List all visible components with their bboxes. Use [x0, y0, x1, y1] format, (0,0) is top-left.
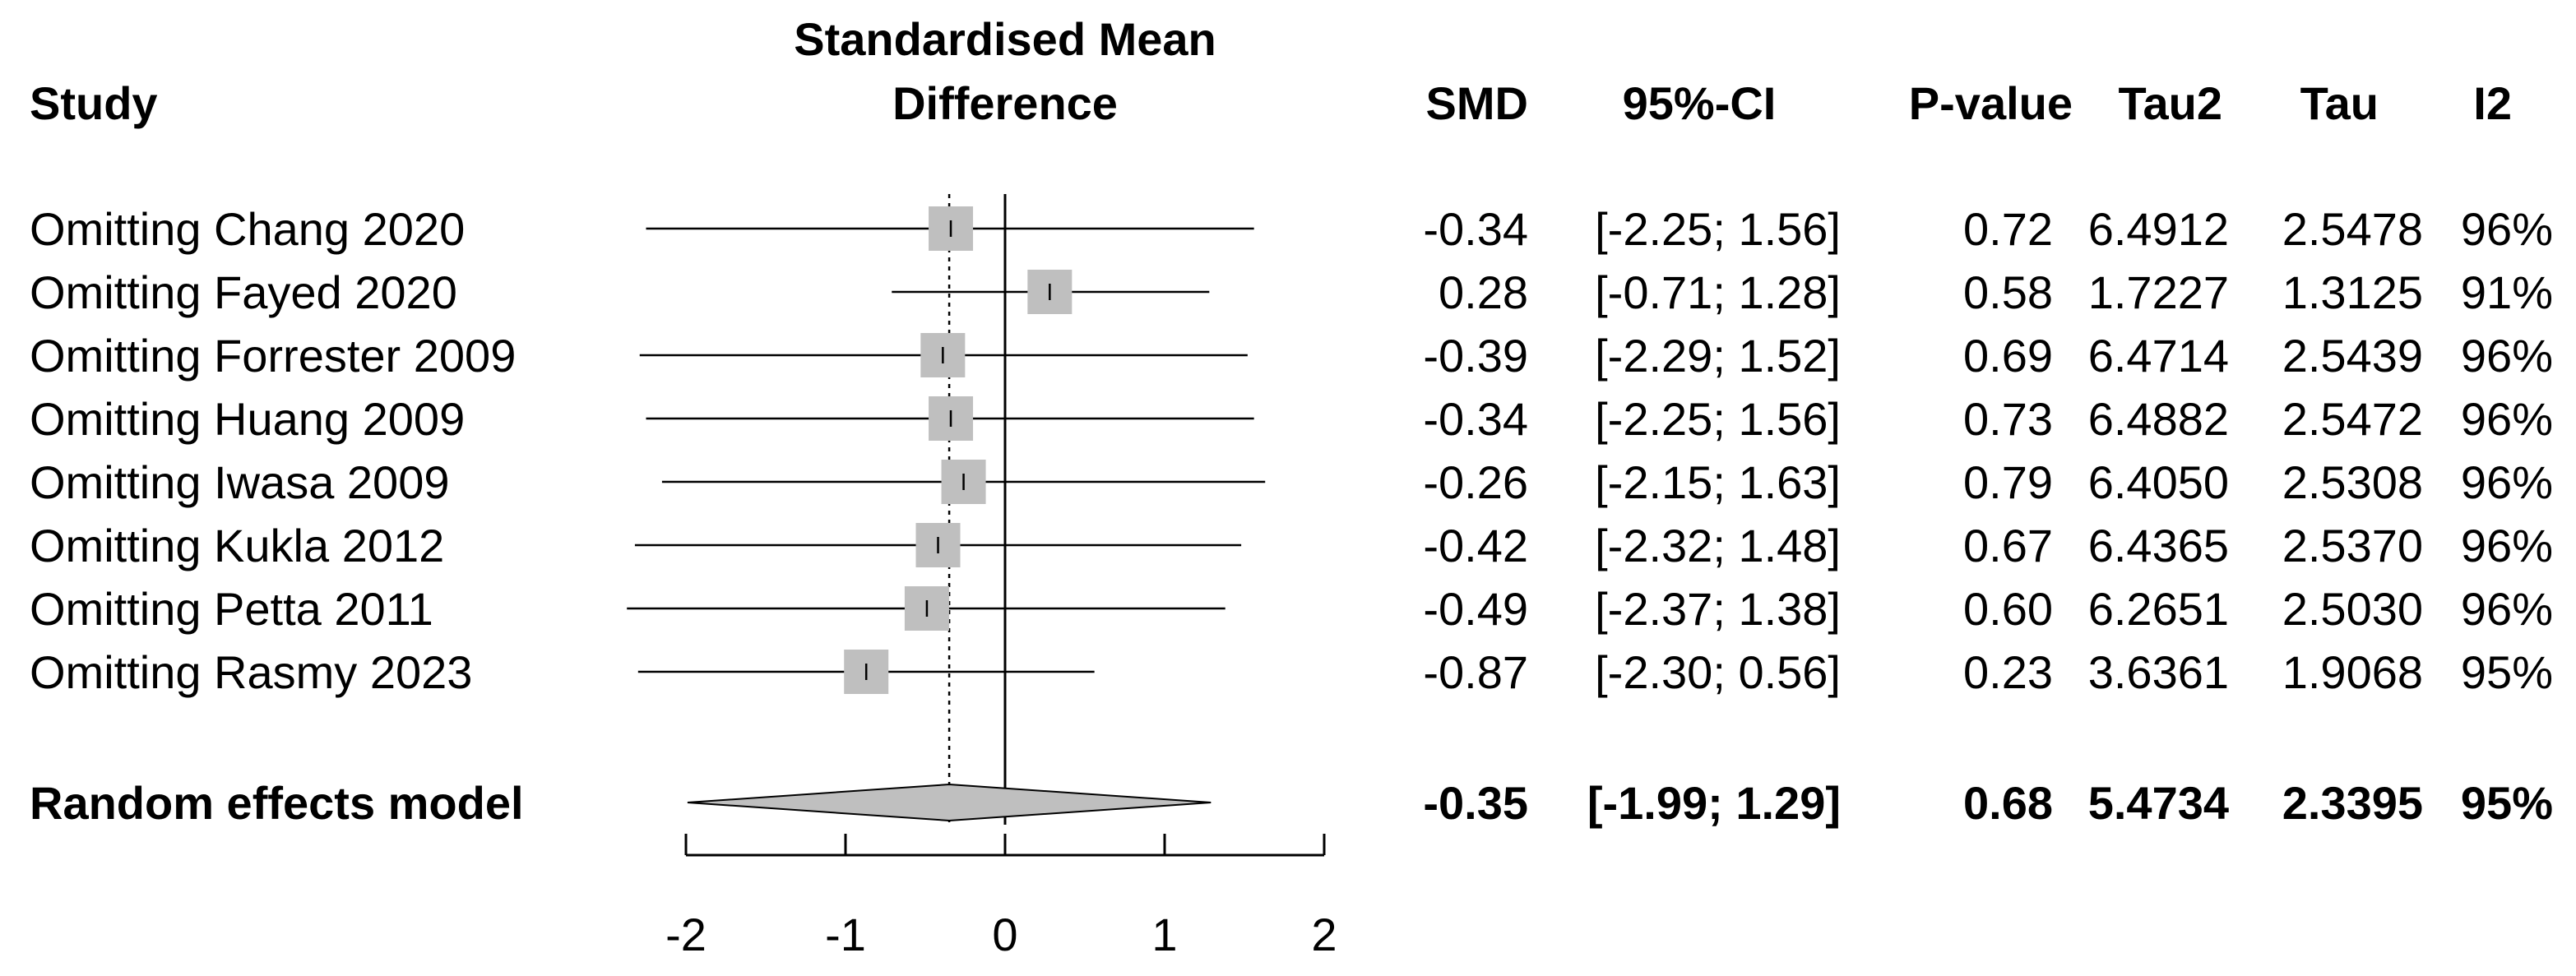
study-label: Omitting Fayed 2020 — [30, 266, 457, 318]
smd-value: -0.39 — [1423, 330, 1528, 382]
ci-value: [-2.30; 0.56] — [1595, 646, 1841, 698]
header-tau: Tau — [2300, 77, 2379, 129]
ci-value: [-2.37; 1.38] — [1595, 583, 1841, 635]
smd-value: 0.28 — [1439, 266, 1528, 318]
tau2-value: 6.4050 — [2088, 456, 2229, 508]
pooled-tau2-value: 5.4734 — [2088, 777, 2229, 829]
i2-value: 95% — [2461, 646, 2553, 698]
study-label: Omitting Forrester 2009 — [30, 330, 516, 382]
plot-area — [627, 194, 1266, 825]
header-smd: SMD — [1426, 77, 1528, 129]
x-tick-label: 2 — [1311, 909, 1337, 960]
i2-value: 96% — [2461, 583, 2553, 635]
i2-value: 96% — [2461, 456, 2553, 508]
pooled-label: Random effects model — [30, 777, 524, 829]
p-value: 0.60 — [1963, 583, 2053, 635]
header-i2: I2 — [2473, 77, 2512, 129]
ci-value: [-2.32; 1.48] — [1595, 520, 1841, 571]
x-tick-label: -1 — [825, 909, 866, 960]
ci-value: [-2.25; 1.56] — [1595, 203, 1841, 255]
tau-value: 2.5478 — [2282, 203, 2423, 255]
pooled-i2-value: 95% — [2461, 777, 2553, 829]
pooled-p-value: 0.68 — [1963, 777, 2053, 829]
smd-value: -0.26 — [1423, 456, 1528, 508]
i2-value: 96% — [2461, 203, 2553, 255]
smd-value: -0.34 — [1423, 203, 1528, 255]
x-axis: -2 -1 0 1 2 — [665, 834, 1337, 960]
header-ci: 95%-CI — [1623, 77, 1777, 129]
tau2-value: 6.4912 — [2088, 203, 2229, 255]
p-value: 0.67 — [1963, 520, 2053, 571]
i2-value: 96% — [2461, 520, 2553, 571]
tau-value: 2.5370 — [2282, 520, 2423, 571]
tau2-value: 6.4365 — [2088, 520, 2229, 571]
header-plot-line1: Standardised Mean — [794, 13, 1216, 65]
tau2-value: 6.2651 — [2088, 583, 2229, 635]
pooled-tau-value: 2.3395 — [2282, 777, 2423, 829]
smd-value: -0.42 — [1423, 520, 1528, 571]
i2-value: 91% — [2461, 266, 2553, 318]
tau-value: 2.5472 — [2282, 393, 2423, 445]
tau-value: 1.3125 — [2282, 266, 2423, 318]
tau2-value: 1.7227 — [2088, 266, 2229, 318]
p-value: 0.79 — [1963, 456, 2053, 508]
ci-value: [-0.71; 1.28] — [1595, 266, 1841, 318]
tau-value: 1.9068 — [2282, 646, 2423, 698]
pooled-ci-value: [-1.99; 1.29] — [1587, 777, 1841, 829]
header-tau2: Tau2 — [2118, 77, 2222, 129]
pooled-smd-value: -0.35 — [1423, 777, 1528, 829]
i2-value: 96% — [2461, 330, 2553, 382]
tau2-value: 6.4882 — [2088, 393, 2229, 445]
ci-value: [-2.15; 1.63] — [1595, 456, 1841, 508]
header-plot-line2: Difference — [892, 77, 1118, 129]
p-value: 0.73 — [1963, 393, 2053, 445]
x-tick-label: 1 — [1151, 909, 1177, 960]
tau-value: 2.5439 — [2282, 330, 2423, 382]
smd-value: -0.49 — [1423, 583, 1528, 635]
p-value: 0.58 — [1963, 266, 2053, 318]
p-value: 0.72 — [1963, 203, 2053, 255]
study-label: Omitting Chang 2020 — [30, 203, 465, 255]
x-tick-label: 0 — [992, 909, 1017, 960]
header-pvalue: P-value — [1909, 77, 2073, 129]
smd-value: -0.87 — [1423, 646, 1528, 698]
tau-value: 2.5030 — [2282, 583, 2423, 635]
x-tick-label: -2 — [665, 909, 707, 960]
results-table: Omitting Chang 2020 -0.34 [-2.25; 1.56] 0.7… — [30, 203, 2553, 829]
p-value: 0.23 — [1963, 646, 2053, 698]
smd-value: -0.34 — [1423, 393, 1528, 445]
tau2-value: 3.6361 — [2088, 646, 2229, 698]
p-value: 0.69 — [1963, 330, 2053, 382]
pooled-diamond — [687, 783, 1212, 822]
study-label: Omitting Huang 2009 — [30, 393, 465, 445]
study-label: Omitting Kukla 2012 — [30, 520, 444, 571]
study-label: Omitting Iwasa 2009 — [30, 456, 449, 508]
tau2-value: 6.4714 — [2088, 330, 2229, 382]
study-label: Omitting Petta 2011 — [30, 583, 433, 635]
i2-value: 96% — [2461, 393, 2553, 445]
tau-value: 2.5308 — [2282, 456, 2423, 508]
study-label: Omitting Rasmy 2023 — [30, 646, 472, 698]
header-study: Study — [30, 77, 158, 129]
ci-value: [-2.25; 1.56] — [1595, 393, 1841, 445]
ci-value: [-2.29; 1.52] — [1595, 330, 1841, 382]
